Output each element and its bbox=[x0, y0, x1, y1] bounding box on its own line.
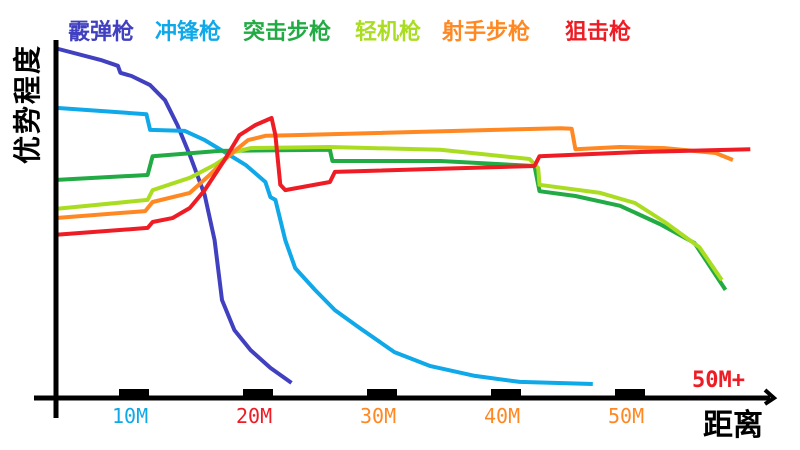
series-line-4 bbox=[54, 126, 734, 221]
series-line-1 bbox=[54, 105, 593, 386]
x-tick-mark-3 bbox=[491, 389, 521, 399]
series-line-0 bbox=[54, 46, 293, 385]
series-line-2 bbox=[54, 147, 728, 292]
x-tick-label-3: 40M bbox=[484, 404, 521, 428]
x-axis-label: 距离 bbox=[703, 408, 763, 443]
x-tick-mark-1 bbox=[243, 389, 273, 399]
legend-entry-0: 霰弹枪 bbox=[68, 20, 135, 45]
x-tick-mark-4 bbox=[615, 389, 645, 399]
x-end-label: 50M+ bbox=[692, 368, 745, 393]
x-tick-label-4: 50M bbox=[608, 404, 645, 428]
y-axis-label: 优势程度 bbox=[11, 43, 44, 164]
legend-entry-4: 射手步枪 bbox=[442, 20, 531, 45]
x-tick-mark-0 bbox=[119, 389, 149, 399]
legend-entry-3: 轻机枪 bbox=[355, 20, 422, 45]
x-tick-mark-2 bbox=[367, 389, 397, 399]
legend-entry-1: 冲锋枪 bbox=[155, 20, 222, 45]
x-tick-label-0: 10M bbox=[112, 404, 149, 428]
legend-entry-2: 突击步枪 bbox=[243, 20, 332, 45]
series-line-3 bbox=[54, 145, 724, 282]
series-line-5 bbox=[54, 116, 751, 237]
x-tick-label-2: 30M bbox=[360, 404, 397, 428]
legend-entry-5: 狙击枪 bbox=[565, 20, 632, 45]
x-tick-label-1: 20M bbox=[236, 404, 273, 428]
x-axis-arrow bbox=[763, 388, 778, 406]
